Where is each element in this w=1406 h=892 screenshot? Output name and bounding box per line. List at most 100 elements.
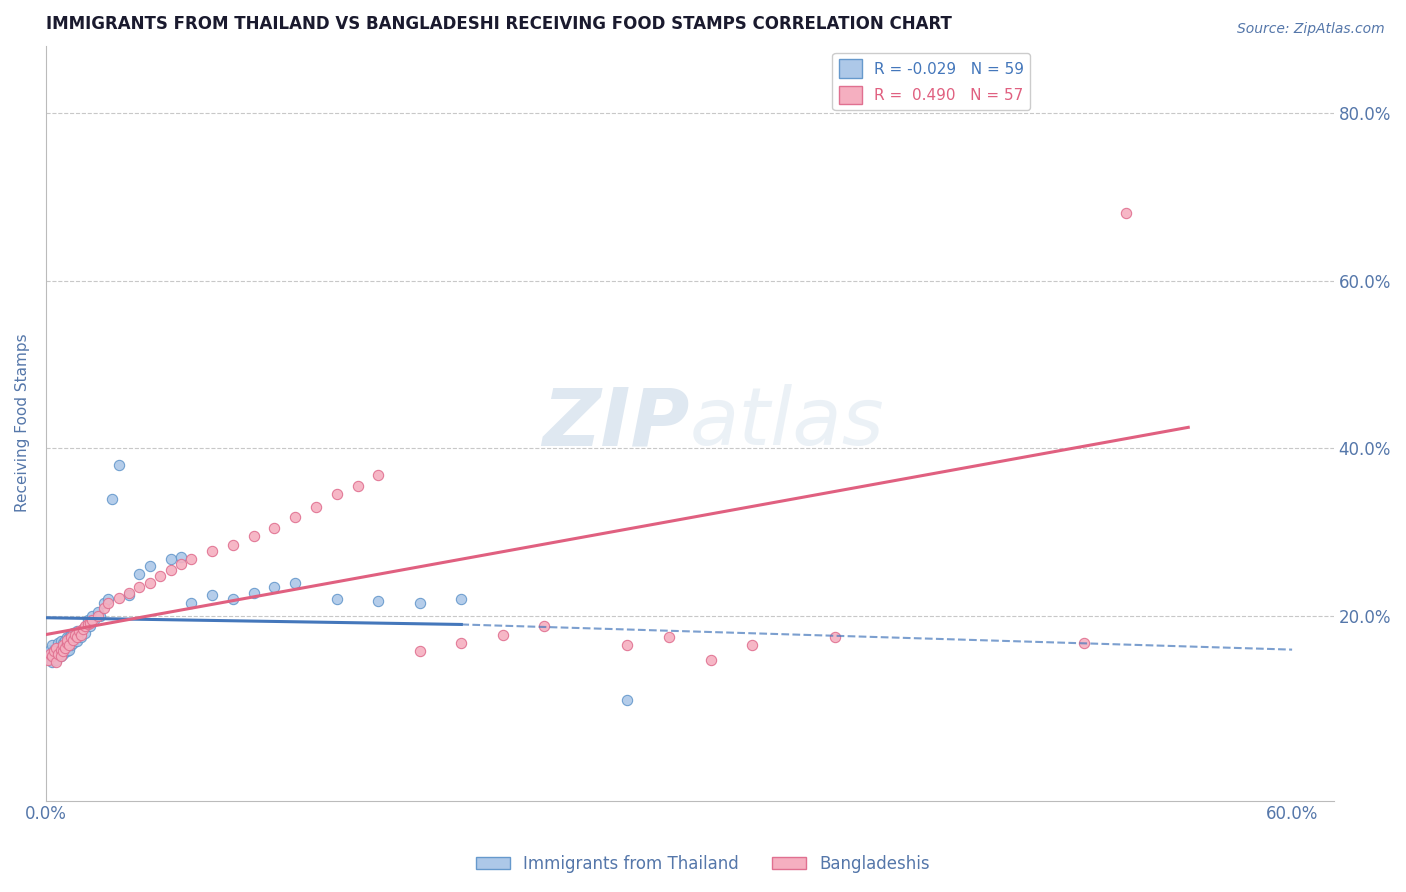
Point xyxy=(79,619,101,633)
Point xyxy=(66,624,89,639)
Point xyxy=(263,521,285,535)
Point xyxy=(325,487,347,501)
Point xyxy=(107,591,129,605)
Point xyxy=(67,624,90,639)
Text: Source: ZipAtlas.com: Source: ZipAtlas.com xyxy=(1237,22,1385,37)
Point xyxy=(93,597,115,611)
Point xyxy=(118,585,141,599)
Point xyxy=(139,575,162,590)
Point xyxy=(48,644,70,658)
Point xyxy=(49,642,72,657)
Point xyxy=(53,640,76,655)
Point xyxy=(58,630,80,644)
Point xyxy=(346,479,368,493)
Point xyxy=(49,634,72,648)
Point xyxy=(41,655,63,669)
Point xyxy=(59,639,82,653)
Point xyxy=(52,639,75,653)
Point xyxy=(533,619,555,633)
Point xyxy=(49,640,72,655)
Point xyxy=(1073,636,1095,650)
Point xyxy=(63,630,86,644)
Point xyxy=(52,636,75,650)
Point xyxy=(49,649,72,664)
Legend: Immigrants from Thailand, Bangladeshis: Immigrants from Thailand, Bangladeshis xyxy=(470,848,936,880)
Point xyxy=(80,609,103,624)
Point xyxy=(284,575,307,590)
Point xyxy=(118,588,141,602)
Point xyxy=(37,647,59,661)
Point xyxy=(41,649,63,664)
Point xyxy=(58,639,80,653)
Point xyxy=(367,594,389,608)
Point xyxy=(79,615,101,630)
Point xyxy=(45,655,67,669)
Point xyxy=(149,569,172,583)
Point xyxy=(450,636,472,650)
Point xyxy=(62,632,84,647)
Point xyxy=(62,636,84,650)
Point xyxy=(201,588,224,602)
Point xyxy=(450,592,472,607)
Text: ZIP: ZIP xyxy=(543,384,690,462)
Point xyxy=(242,585,264,599)
Point xyxy=(75,625,97,640)
Point xyxy=(45,647,67,661)
Point xyxy=(45,640,67,655)
Point xyxy=(48,636,70,650)
Point xyxy=(52,644,75,658)
Point xyxy=(97,597,120,611)
Point xyxy=(55,630,77,644)
Point xyxy=(824,630,846,644)
Point xyxy=(222,538,245,552)
Point xyxy=(128,567,150,582)
Point xyxy=(93,600,115,615)
Point xyxy=(242,529,264,543)
Point xyxy=(170,557,193,571)
Point xyxy=(44,644,66,658)
Point xyxy=(39,647,62,661)
Point xyxy=(222,592,245,607)
Point xyxy=(201,543,224,558)
Point xyxy=(72,622,94,636)
Point xyxy=(107,458,129,472)
Point xyxy=(139,558,162,573)
Point xyxy=(44,642,66,657)
Point xyxy=(55,639,77,653)
Point xyxy=(41,639,63,653)
Point xyxy=(45,653,67,667)
Point xyxy=(72,622,94,636)
Point xyxy=(39,642,62,657)
Point xyxy=(616,639,638,653)
Point xyxy=(66,634,89,648)
Point xyxy=(58,642,80,657)
Point xyxy=(55,632,77,647)
Point xyxy=(159,552,181,566)
Point xyxy=(66,630,89,644)
Point xyxy=(699,653,721,667)
Point xyxy=(89,609,111,624)
Legend: R = -0.029   N = 59, R =  0.490   N = 57: R = -0.029 N = 59, R = 0.490 N = 57 xyxy=(832,54,1029,111)
Point xyxy=(180,552,202,566)
Point xyxy=(616,693,638,707)
Point xyxy=(87,605,110,619)
Point xyxy=(741,639,763,653)
Point xyxy=(284,510,307,524)
Text: IMMIGRANTS FROM THAILAND VS BANGLADESHI RECEIVING FOOD STAMPS CORRELATION CHART: IMMIGRANTS FROM THAILAND VS BANGLADESHI … xyxy=(46,15,952,33)
Point xyxy=(80,613,103,627)
Text: atlas: atlas xyxy=(690,384,884,462)
Point xyxy=(367,468,389,483)
Point xyxy=(159,563,181,577)
Point xyxy=(97,592,120,607)
Point xyxy=(128,580,150,594)
Point xyxy=(53,642,76,657)
Point xyxy=(83,613,105,627)
Point xyxy=(37,653,59,667)
Point xyxy=(55,644,77,658)
Point xyxy=(62,625,84,640)
Point xyxy=(75,619,97,633)
Point xyxy=(70,627,93,641)
Point xyxy=(59,630,82,644)
Point xyxy=(52,647,75,661)
Point xyxy=(49,649,72,664)
